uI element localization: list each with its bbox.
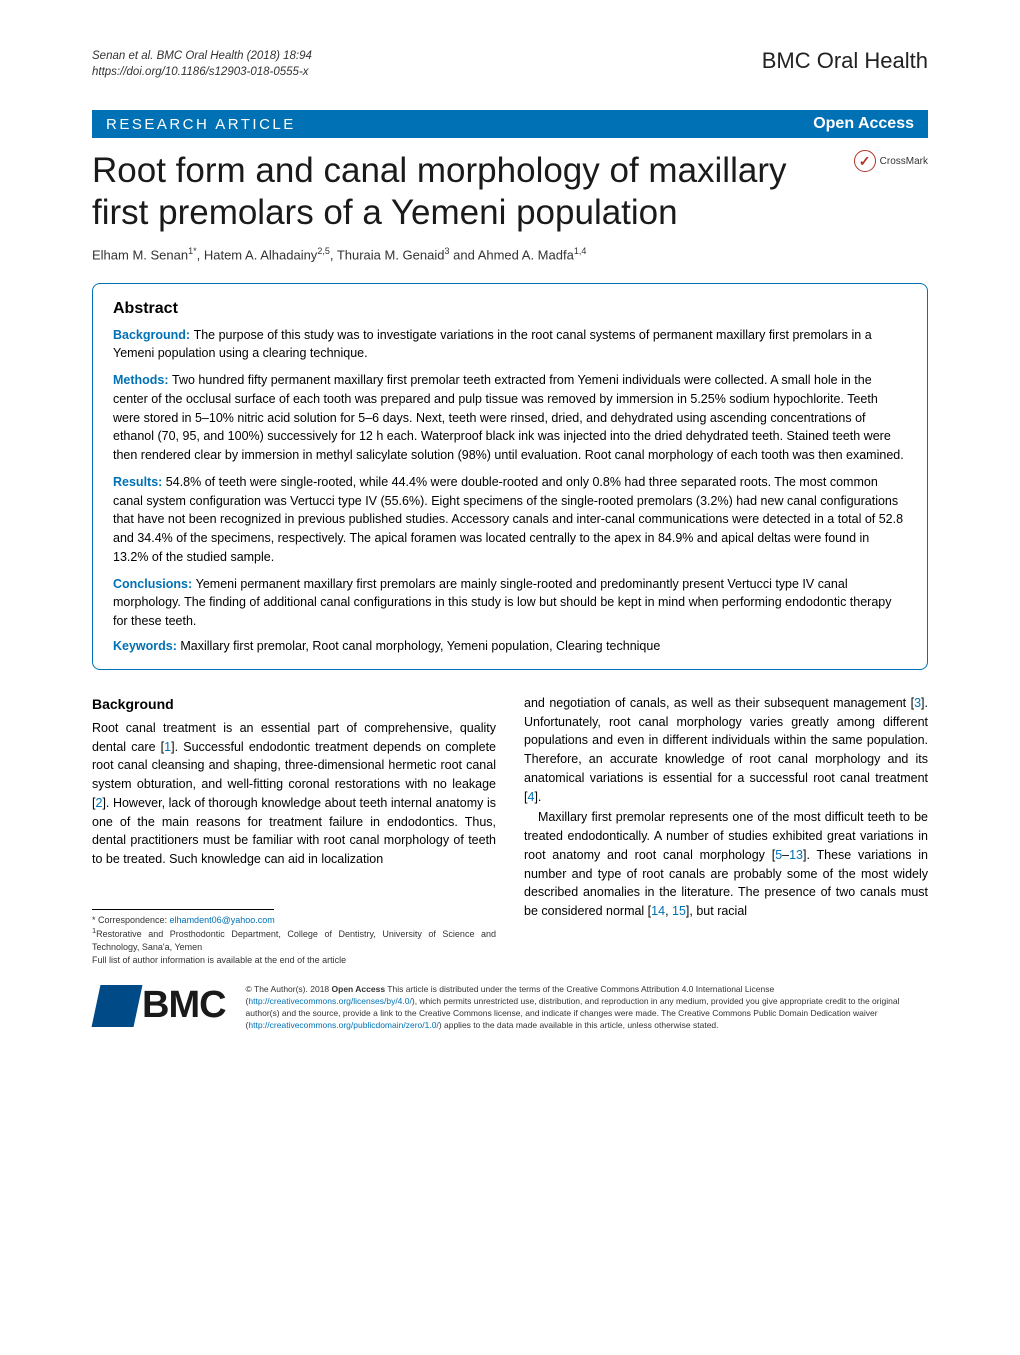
abstract-methods-text: Two hundred fifty permanent maxillary fi… bbox=[113, 373, 904, 462]
abstract-conclusions: Conclusions: Yemeni permanent maxillary … bbox=[113, 575, 907, 631]
crossmark-label: CrossMark bbox=[880, 156, 928, 167]
body-paragraph-2: and negotiation of canals, as well as th… bbox=[524, 694, 928, 807]
abstract-heading: Abstract bbox=[113, 300, 907, 318]
bmc-logo-text: BMC bbox=[142, 984, 226, 1027]
left-column: Background Root canal treatment is an es… bbox=[92, 694, 496, 966]
citation-doi: https://doi.org/10.1186/s12903-018-0555-… bbox=[92, 64, 312, 80]
affiliation-text: Restorative and Prosthodontic Department… bbox=[92, 929, 496, 952]
citation: Senan et al. BMC Oral Health (2018) 18:9… bbox=[92, 48, 312, 80]
article-title: Root form and canal morphology of maxill… bbox=[92, 150, 928, 234]
correspondence-footnote: * Correspondence: elhamdent06@yahoo.com … bbox=[92, 914, 496, 966]
ref-15[interactable]: 15 bbox=[672, 904, 686, 918]
footer-block: BMC © The Author(s). 2018 Open Access Th… bbox=[92, 984, 928, 1032]
ref-14[interactable]: 14 bbox=[651, 904, 665, 918]
abstract-conclusions-text: Yemeni permanent maxillary first premola… bbox=[113, 577, 891, 629]
abstract-results-text: 54.8% of teeth were single-rooted, while… bbox=[113, 475, 903, 564]
cc-zero-link[interactable]: http://creativecommons.org/publicdomain/… bbox=[248, 1020, 438, 1030]
footnote-divider bbox=[92, 909, 274, 910]
abstract-box: Abstract Background: The purpose of this… bbox=[92, 283, 928, 670]
license-text: © The Author(s). 2018 Open Access This a… bbox=[246, 984, 924, 1032]
abstract-keywords: Keywords: Maxillary first premolar, Root… bbox=[113, 639, 907, 653]
background-heading: Background bbox=[92, 694, 496, 715]
keywords-text: Maxillary first premolar, Root canal mor… bbox=[180, 639, 660, 653]
body-paragraph-1: Root canal treatment is an essential par… bbox=[92, 719, 496, 869]
right-column: and negotiation of canals, as well as th… bbox=[524, 694, 928, 966]
citation-line-1: Senan et al. BMC Oral Health (2018) 18:9… bbox=[92, 48, 312, 64]
authors-list: Elham M. Senan1*, Hatem A. Alhadainy2,5,… bbox=[92, 246, 928, 262]
article-type-label: RESEARCH ARTICLE bbox=[106, 116, 296, 133]
article-type-banner: RESEARCH ARTICLE Open Access bbox=[92, 110, 928, 138]
abstract-methods: Methods: Two hundred fifty permanent max… bbox=[113, 371, 907, 465]
ref-3[interactable]: 3 bbox=[914, 696, 921, 710]
crossmark-badge[interactable]: ✓ CrossMark bbox=[854, 150, 928, 172]
body-columns: Background Root canal treatment is an es… bbox=[92, 694, 928, 966]
header: Senan et al. BMC Oral Health (2018) 18:9… bbox=[92, 48, 928, 80]
bmc-logo: BMC bbox=[96, 984, 226, 1027]
ref-13[interactable]: 13 bbox=[789, 848, 803, 862]
bmc-logo-icon bbox=[92, 985, 143, 1027]
open-access-label: Open Access bbox=[813, 115, 914, 133]
full-list-text: Full list of author information is avail… bbox=[92, 955, 346, 965]
body-paragraph-3: Maxillary first premolar represents one … bbox=[524, 808, 928, 921]
abstract-background-text: The purpose of this study was to investi… bbox=[113, 328, 872, 361]
journal-name: BMC Oral Health bbox=[762, 48, 928, 74]
correspondence-email-link[interactable]: elhamdent06@yahoo.com bbox=[170, 915, 275, 925]
abstract-background: Background: The purpose of this study wa… bbox=[113, 326, 907, 364]
cc-by-link[interactable]: http://creativecommons.org/licenses/by/4… bbox=[248, 996, 411, 1006]
crossmark-icon: ✓ bbox=[854, 150, 876, 172]
abstract-results: Results: 54.8% of teeth were single-root… bbox=[113, 473, 907, 567]
